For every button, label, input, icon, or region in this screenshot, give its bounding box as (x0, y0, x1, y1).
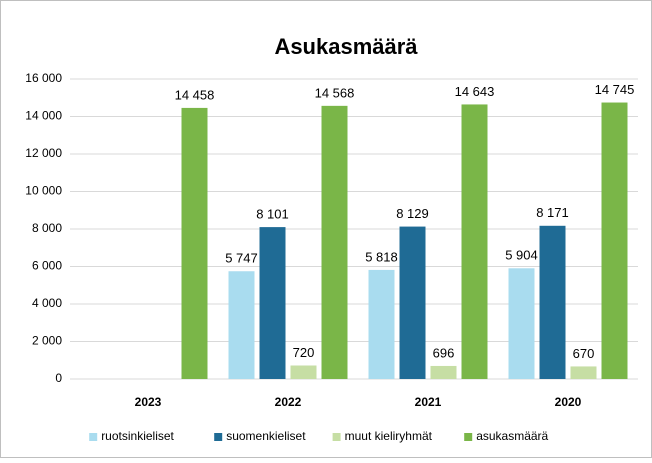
bar (430, 365, 457, 379)
bar (601, 102, 628, 379)
x-tick-label: 2023 (135, 395, 162, 409)
bar (399, 226, 426, 379)
y-tick-label: 16 000 (25, 71, 62, 85)
data-label: 696 (433, 345, 455, 360)
legend-swatch (89, 433, 98, 441)
data-label: 8 171 (536, 205, 569, 220)
legend-label: muut kieliryhmät (345, 429, 433, 443)
data-label: 5 818 (365, 249, 398, 264)
bar (508, 268, 535, 379)
y-tick-label: 12 000 (25, 146, 62, 160)
y-tick-label: 14 000 (25, 109, 62, 123)
bar (461, 104, 488, 379)
bar (181, 107, 208, 379)
x-tick-label: 2021 (415, 395, 442, 409)
x-tick-label: 2022 (275, 395, 302, 409)
legend-label: suomenkieliset (226, 429, 306, 443)
data-label: 720 (293, 345, 315, 360)
bar (228, 271, 255, 379)
bar (368, 269, 395, 379)
x-tick-label: 2020 (555, 395, 582, 409)
legend-swatch (464, 433, 473, 441)
data-label: 14 643 (455, 84, 495, 99)
legend-label: ruotsinkieliset (101, 429, 174, 443)
bar (290, 365, 317, 379)
bar (321, 105, 348, 379)
data-label: 14 745 (595, 82, 635, 97)
data-label: 8 129 (396, 206, 429, 221)
y-tick-label: 10 000 (25, 184, 62, 198)
bar (259, 227, 286, 379)
y-tick-label: 8 000 (32, 221, 62, 235)
data-label: 5 904 (505, 248, 538, 263)
data-label: 670 (573, 346, 595, 361)
chart-title: Asukasmäärä (274, 34, 418, 59)
y-tick-label: 6 000 (32, 259, 62, 273)
legend-swatch (332, 433, 341, 441)
data-label: 14 458 (175, 87, 215, 102)
y-tick-label: 0 (55, 371, 62, 385)
bar (570, 366, 597, 379)
data-label: 8 101 (256, 207, 289, 222)
data-label: 14 568 (315, 85, 355, 100)
y-tick-label: 2 000 (32, 334, 62, 348)
y-tick-label: 4 000 (32, 296, 62, 310)
data-label: 5 747 (225, 251, 258, 266)
legend-label: asukasmäärä (476, 429, 548, 443)
bar (539, 225, 566, 379)
legend-swatch (214, 433, 223, 441)
